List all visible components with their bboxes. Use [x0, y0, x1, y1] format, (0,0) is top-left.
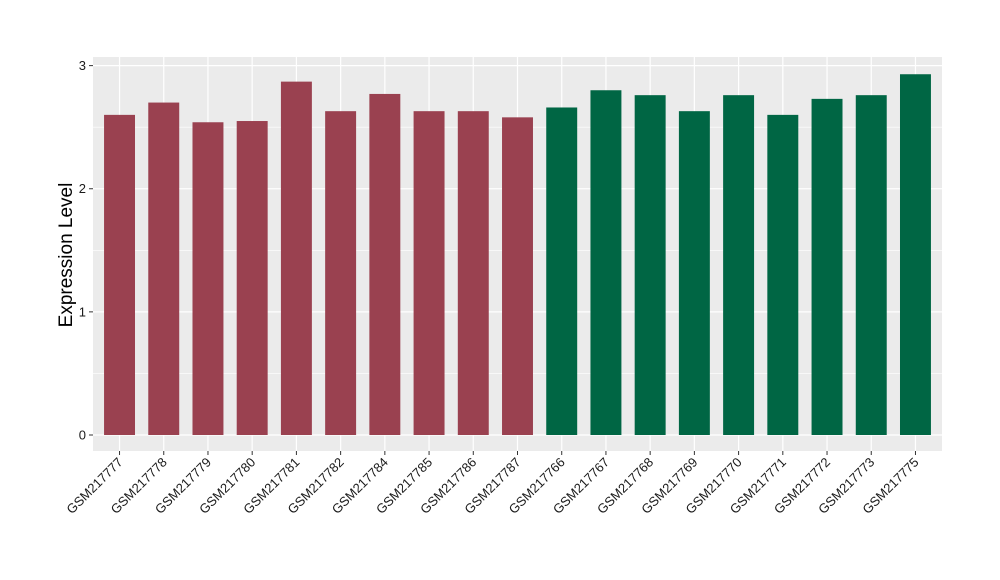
- y-tick-label: 1: [79, 304, 86, 319]
- bar-GSM217772: [811, 98, 843, 435]
- bar-GSM217784: [369, 93, 401, 435]
- bar-GSM217780: [236, 121, 268, 435]
- bar-GSM217769: [678, 111, 710, 435]
- bar-GSM217771: [767, 114, 799, 435]
- y-axis: 0 1 2 3: [79, 58, 93, 442]
- bar-GSM217766: [546, 107, 578, 435]
- y-tick-label: 2: [79, 181, 86, 196]
- y-tick-label: 3: [79, 58, 86, 73]
- bar-GSM217779: [192, 122, 224, 435]
- bar-GSM217773: [855, 95, 887, 435]
- bar-GSM217767: [590, 90, 622, 435]
- y-tick-label: 0: [79, 427, 86, 442]
- bar-GSM217782: [325, 111, 357, 435]
- x-axis: GSM217777GSM217778GSM217779GSM217780GSM2…: [63, 451, 922, 517]
- bar-GSM217781: [280, 81, 312, 435]
- bar-GSM217778: [148, 102, 180, 435]
- bar-GSM217787: [502, 117, 533, 435]
- bar-GSM217785: [413, 111, 445, 435]
- bar-GSM217770: [723, 95, 755, 435]
- bar-GSM217768: [634, 95, 666, 435]
- bar-GSM217775: [899, 74, 931, 435]
- bar-GSM217777: [104, 114, 136, 435]
- y-axis-title: Expression Level: [56, 183, 77, 328]
- bars: [104, 74, 931, 435]
- bar-GSM217786: [457, 111, 489, 435]
